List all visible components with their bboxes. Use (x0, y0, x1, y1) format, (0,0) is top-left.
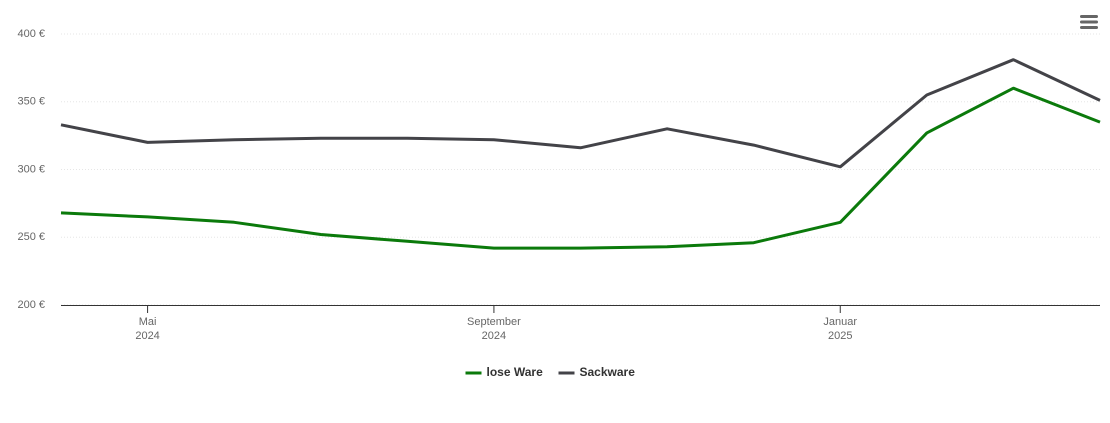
series-line (60, 58, 1101, 169)
x-tick-label: September 2024 (467, 316, 521, 342)
y-tick-label: 250 € (17, 231, 45, 243)
legend-label: lose Ware (487, 365, 544, 379)
x-tick-label: Januar 2025 (823, 316, 857, 342)
x-tick-label: Mai 2024 (135, 316, 159, 342)
y-tick-label: 400 € (17, 28, 45, 40)
legend: lose Ware Sackware (465, 365, 636, 379)
legend-label: Sackware (580, 365, 636, 379)
y-tick-label: 350 € (17, 96, 45, 108)
y-tick-label: 200 € (17, 299, 45, 311)
menu-icon[interactable] (1080, 15, 1098, 29)
menu-bar (1080, 15, 1098, 18)
y-tick-label: 300 € (17, 163, 45, 175)
series-line (60, 86, 1101, 250)
menu-bar (1080, 20, 1098, 24)
menu-bar (1080, 26, 1098, 29)
